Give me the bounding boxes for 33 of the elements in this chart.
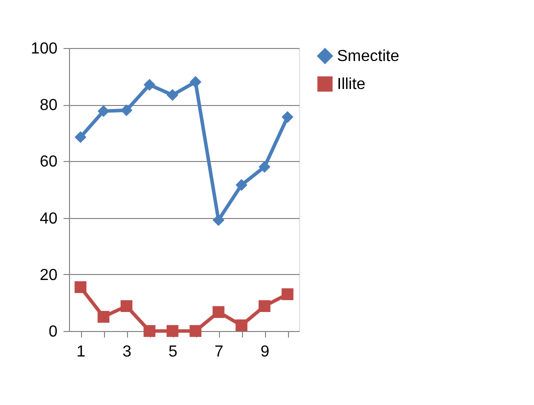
point [74, 131, 86, 144]
point [282, 111, 294, 123]
y-tick-label: 0 [48, 324, 58, 340]
x-tick-label: 7 [214, 344, 224, 360]
point [282, 288, 294, 300]
x-tick-label: 1 [76, 344, 86, 360]
y-tick-label: 100 [30, 40, 58, 58]
point [144, 325, 156, 337]
x-tick-label: 3 [122, 344, 132, 360]
point [120, 300, 132, 312]
point [236, 179, 248, 191]
point [98, 105, 110, 118]
legend-label: Illite [337, 76, 366, 93]
point [98, 310, 110, 323]
point [212, 214, 224, 226]
point [212, 306, 224, 318]
x-tick-label: 5 [168, 344, 178, 360]
y-tick-label: 20 [40, 266, 58, 284]
point [166, 325, 178, 337]
y-tick-label: 40 [40, 210, 58, 228]
x-tick-label: 9 [260, 344, 270, 360]
point [74, 281, 86, 294]
legend-label: Smectite [337, 48, 400, 65]
point [120, 104, 132, 116]
y-tick-label: 80 [40, 97, 58, 114]
point [236, 319, 248, 332]
y-tick-label: 60 [40, 154, 58, 171]
point [258, 160, 270, 173]
point [190, 325, 202, 337]
point [166, 89, 178, 101]
point [190, 76, 202, 88]
point [258, 300, 270, 312]
point [144, 78, 156, 91]
